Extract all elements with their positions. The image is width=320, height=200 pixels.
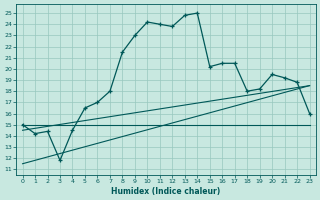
X-axis label: Humidex (Indice chaleur): Humidex (Indice chaleur) xyxy=(111,187,221,196)
